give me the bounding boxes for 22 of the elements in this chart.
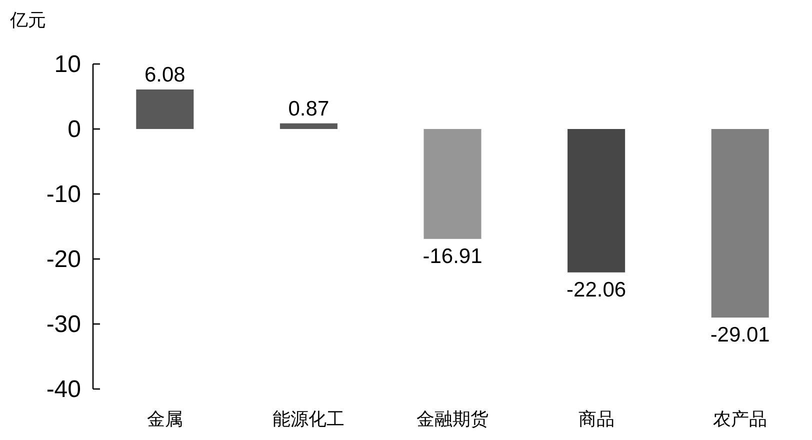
y-axis-title: 亿元	[9, 10, 46, 30]
x-tick-label: 金融期货	[416, 409, 488, 429]
data-label: 0.87	[288, 97, 330, 120]
x-tick-label: 农产品	[713, 409, 768, 429]
data-label: -29.01	[710, 324, 770, 347]
data-label: -22.06	[566, 278, 626, 302]
y-tick-label: 0	[68, 116, 81, 143]
y-tick-label: -30	[46, 311, 81, 338]
data-label: -16.91	[422, 244, 482, 268]
bar	[711, 129, 769, 318]
bar	[568, 129, 626, 272]
y-tick-label: -40	[46, 376, 81, 403]
y-tick-label: -10	[46, 181, 81, 208]
data-label: 6.08	[144, 63, 186, 86]
x-tick-label: 能源化工	[272, 409, 345, 429]
x-tick-label: 金属	[146, 409, 183, 429]
y-tick-label: 10	[54, 51, 81, 78]
y-tick-label: -20	[46, 246, 81, 273]
bar	[136, 89, 194, 129]
bar	[280, 123, 338, 129]
bar	[424, 129, 482, 239]
x-tick-label: 商品	[578, 409, 614, 429]
